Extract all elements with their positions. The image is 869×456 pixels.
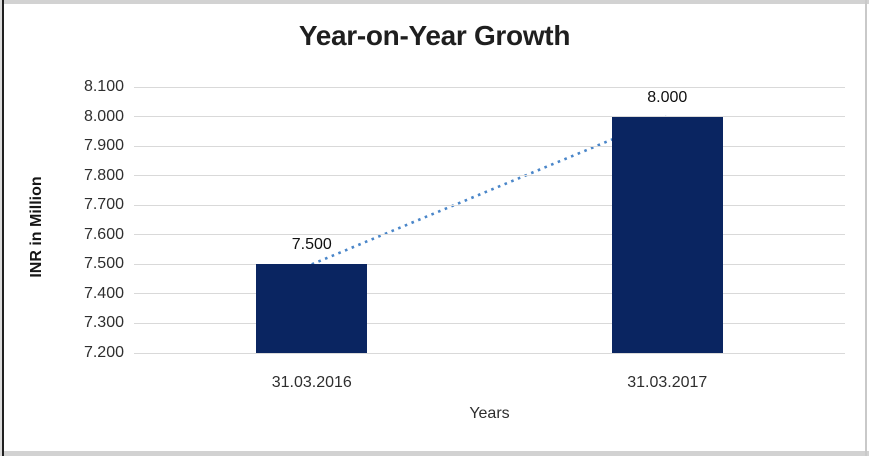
gridline [134,352,845,354]
gridline [134,293,845,295]
frame-right-border-line [865,0,867,456]
x-axis-title: Years [469,405,510,422]
y-tick-label: 8.100 [83,78,124,95]
y-tick-label: 7.600 [83,225,124,243]
y-tick-label: 7.900 [83,137,124,155]
bar-value-label: 7.500 [291,236,332,254]
bar-value-label: 8.000 [647,88,688,106]
frame-left-border-line [2,0,4,456]
x-category-label: 31.03.2017 [627,374,708,391]
y-tick-label: 7.200 [83,344,124,361]
y-tick-label: 7.700 [83,196,124,214]
y-tick-label: 8.000 [83,107,124,125]
bar [611,116,723,353]
chart-title: Year-on-Year Growth [298,20,571,51]
gridline [134,234,845,236]
gridline [134,145,845,147]
gridline [134,263,845,265]
frame-left-edge [0,0,2,456]
y-tick-label: 7.500 [83,255,124,273]
y-tick-label: 7.800 [83,166,124,184]
gridline [134,175,845,177]
x-category-label: 31.03.2016 [271,374,352,391]
gridline [134,204,845,206]
gridline [134,86,845,88]
bar [256,264,368,353]
frame-bottom-edge [0,451,869,456]
y-tick-label: 7.300 [83,314,124,332]
gridline [134,322,845,324]
frame-top-edge [0,0,869,4]
y-tick-label: 7.400 [83,284,124,302]
gridline [134,116,845,118]
